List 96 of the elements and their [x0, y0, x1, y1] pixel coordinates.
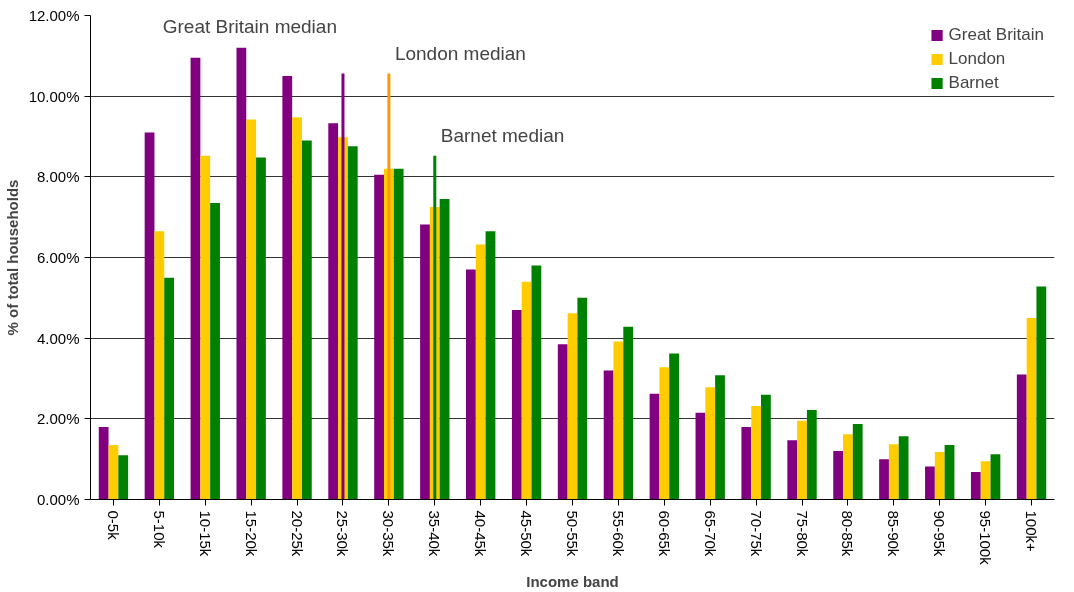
y-tick-label: 4.00% — [36, 329, 80, 347]
bar — [108, 445, 119, 500]
x-tick-label: 85-90k — [885, 510, 903, 557]
x-tick-label: 25-30k — [334, 510, 352, 557]
ref-line-label: Great Britain median — [162, 16, 337, 38]
x-tick-label: 100k+ — [1023, 510, 1041, 553]
bar — [613, 341, 624, 500]
bar — [98, 426, 109, 500]
bar — [210, 203, 220, 500]
bar — [475, 244, 486, 500]
x-tick-label: 40-45k — [472, 510, 490, 557]
bar — [236, 47, 247, 500]
bar — [797, 420, 807, 500]
x-tick-label: 5-10k — [150, 510, 168, 549]
bar — [246, 119, 257, 500]
x-tick-label: 75-80k — [793, 510, 811, 557]
bar — [980, 461, 991, 500]
x-tick-label: 90-95k — [931, 510, 949, 557]
bar — [567, 313, 578, 500]
legend-label: Great Britain — [948, 25, 1044, 45]
bar — [485, 231, 496, 500]
bar — [751, 405, 762, 500]
bar — [577, 297, 588, 500]
bar — [888, 444, 899, 500]
bar — [990, 454, 1001, 500]
x-tick-label: 65-70k — [701, 510, 719, 557]
bar — [301, 140, 312, 500]
bar — [925, 466, 935, 500]
bar — [934, 451, 945, 500]
bar — [649, 393, 660, 500]
bar — [623, 326, 634, 500]
x-tick-label: 45-50k — [518, 510, 536, 557]
bar — [282, 76, 293, 500]
bar — [603, 370, 614, 500]
bar — [669, 353, 679, 500]
bar — [557, 344, 568, 500]
bar — [531, 265, 542, 500]
bar — [787, 440, 798, 500]
x-tick-label: 10-15k — [196, 510, 214, 557]
x-tick-label: 80-85k — [839, 510, 857, 557]
bar — [898, 436, 909, 500]
bar — [164, 277, 175, 500]
bar — [347, 146, 358, 500]
bar — [944, 445, 955, 500]
ref-line-label: London median — [394, 42, 526, 64]
bar — [741, 426, 752, 500]
legend-label: Barnet — [948, 73, 999, 93]
y-axis-title: % of total households — [3, 179, 21, 336]
bar — [328, 123, 339, 500]
bar — [806, 409, 817, 500]
ref-line-label: Barnet median — [440, 125, 565, 147]
y-tick-label: 12.00% — [28, 7, 80, 24]
bar — [521, 281, 532, 500]
bar — [420, 224, 430, 500]
bar — [144, 132, 155, 500]
legend-label: London — [948, 49, 1006, 69]
bar — [200, 155, 211, 500]
y-tick-label: 2.00% — [36, 410, 80, 428]
y-tick-label: 0.00% — [36, 491, 80, 508]
bar — [1016, 374, 1027, 500]
bar — [190, 57, 201, 500]
bar — [292, 117, 302, 500]
bar — [659, 367, 670, 500]
bar — [393, 168, 404, 500]
bar — [374, 174, 384, 500]
bar — [118, 455, 129, 500]
bar — [511, 309, 522, 500]
bar — [154, 231, 165, 500]
bar — [466, 269, 476, 500]
x-tick-label: 55-60k — [609, 510, 627, 557]
x-tick-label: 60-65k — [655, 510, 673, 557]
bar — [705, 387, 716, 500]
bar — [695, 412, 706, 500]
bar — [970, 472, 981, 500]
bar — [256, 157, 266, 500]
y-tick-label: 10.00% — [28, 87, 80, 105]
x-tick-label: 95-100k — [977, 510, 995, 566]
bar — [833, 451, 844, 500]
x-tick-label: 20-25k — [288, 510, 306, 557]
x-tick-label: 50-55k — [564, 510, 581, 557]
x-tick-label: 15-20k — [242, 510, 260, 557]
x-tick-label: 35-40k — [426, 510, 444, 557]
x-tick-label: 70-75k — [747, 510, 765, 557]
bar — [852, 424, 863, 500]
x-tick-label: 30-35k — [380, 510, 398, 557]
x-axis-title: Income band — [526, 572, 619, 590]
x-tick-label: 0-5k — [104, 510, 122, 541]
y-tick-label: 6.00% — [36, 249, 80, 266]
bar — [1036, 286, 1047, 500]
y-tick-label: 8.00% — [36, 168, 80, 186]
bar — [761, 394, 771, 500]
bar — [1026, 318, 1037, 500]
bar — [843, 434, 853, 500]
bar — [879, 459, 889, 500]
bar — [715, 375, 725, 500]
bar — [439, 199, 450, 500]
